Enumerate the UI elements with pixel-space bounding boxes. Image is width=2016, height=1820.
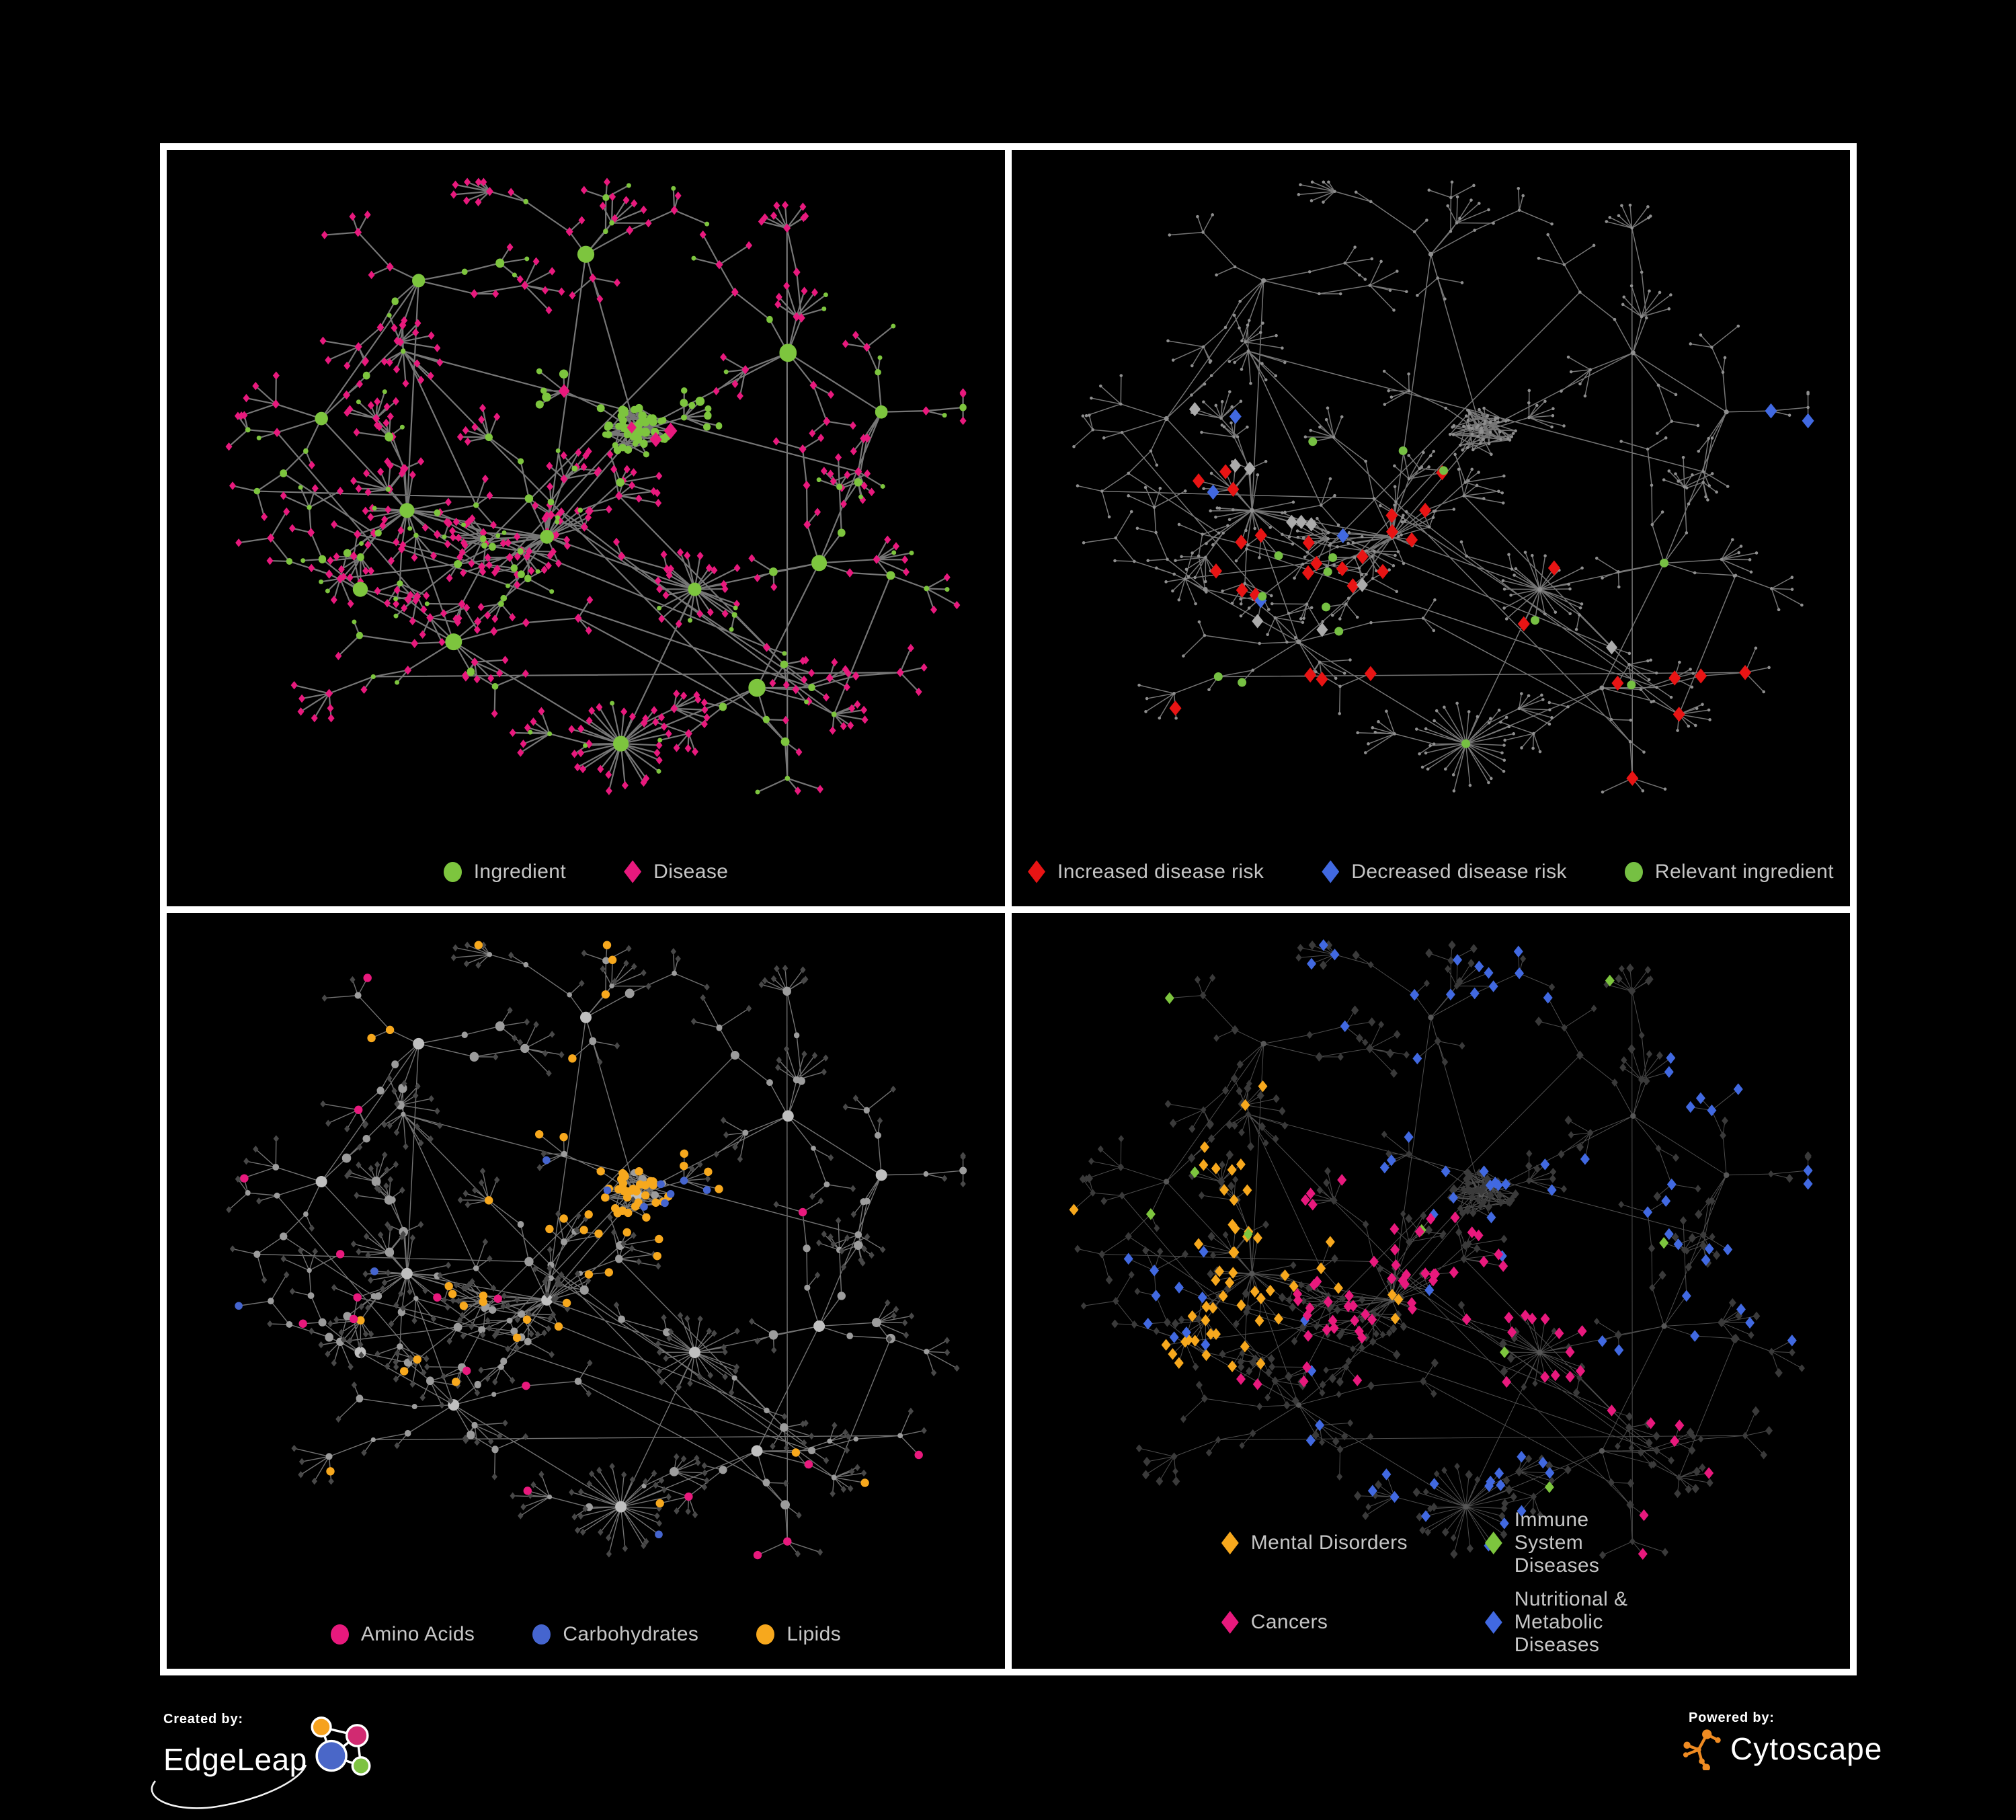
legend-label: Amino Acids (360, 1623, 475, 1645)
nutrient-class-network-svg (226, 941, 967, 1559)
powered-by-label: Powered by: (1689, 1710, 1775, 1725)
legend-label: Disease (653, 860, 729, 883)
panel-ingredient-disease: Ingredient Disease (167, 150, 1005, 906)
circle-marker-icon (532, 1624, 551, 1645)
edgeleap-node-blue (315, 1739, 348, 1772)
network-edges (1074, 944, 1809, 1556)
legend-item-decreased-disease-risk: Decreased disease risk (1322, 860, 1567, 883)
network-nodes (245, 183, 967, 795)
cytoscape-wordmark: Cytoscape (1730, 1731, 1883, 1766)
legend-label: Lipids (787, 1623, 842, 1645)
network-edges (1074, 182, 1809, 793)
created-by-label: Created by: (163, 1712, 243, 1727)
diamond-marker-icon (1484, 1532, 1502, 1554)
legend-item-mental-disorders: Mental Disorders (1221, 1532, 1485, 1554)
network-nodes (245, 951, 967, 1511)
legend-item-relevant-ingredient: Relevant ingredient (1624, 860, 1834, 883)
network-nodes (1074, 940, 1812, 1559)
diamond-marker-icon (1221, 1611, 1239, 1634)
legend-label: Ingredient (473, 860, 567, 883)
panel-disease-risk: Increased disease risk Decreased disease … (1012, 150, 1850, 906)
legend-label: Cancers (1250, 1611, 1328, 1633)
legend-item-nutritional-metabolic-diseases: Nutritional & Metabolic Diseases (1484, 1588, 1641, 1657)
edgeleap-brand-row: EdgeLeap (151, 1716, 405, 1809)
legend-label: Increased disease risk (1057, 860, 1264, 883)
edgeleap-logo (311, 1716, 371, 1776)
network-nodes (1236, 1173, 1714, 1560)
legend-label: Nutritional & Metabolic Diseases (1514, 1588, 1628, 1656)
legend-item-immune-system-diseases: Immune System Diseases (1484, 1509, 1641, 1577)
network-edges (228, 181, 964, 793)
edgeleap-node-magenta (345, 1724, 369, 1747)
diamond-marker-icon (624, 860, 642, 883)
legend-item-ingredient: Ingredient (443, 860, 567, 883)
circle-marker-icon (330, 1624, 349, 1645)
network-nodes (1072, 180, 1810, 794)
cytoscape-brand-row: Cytoscape (1682, 1727, 1964, 1770)
legend-label: Immune System Diseases (1514, 1509, 1600, 1577)
legend-item-carbohydrates: Carbohydrates (532, 1623, 698, 1646)
legend-label: Mental Disorders (1250, 1532, 1408, 1554)
network-nodes (1123, 939, 1813, 1552)
legend-nutrient-class: Amino Acids Carbohydrates Lipids (167, 1623, 1005, 1646)
edgeleap-node-green (351, 1756, 371, 1776)
disease-risk-network-svg (1072, 180, 1814, 794)
circle-marker-icon (1624, 861, 1643, 882)
diamond-marker-icon (1221, 1532, 1239, 1554)
cytoscape-logo-icon (1683, 1729, 1721, 1770)
circle-marker-icon (756, 1624, 775, 1645)
legend-item-cancers: Cancers (1221, 1611, 1485, 1634)
legend-item-lipids: Lipids (756, 1623, 841, 1646)
edgeleap-credit: Created by: EdgeLeap (151, 1712, 405, 1813)
legend-disease-category: Mental Disorders Immune System Diseases Ca… (1221, 1509, 1641, 1657)
legend-label: Carbohydrates (563, 1623, 699, 1645)
legend-item-disease: Disease (624, 860, 729, 883)
diamond-marker-icon (1484, 1611, 1502, 1634)
diamond-marker-icon (1028, 860, 1045, 883)
network-edges (229, 944, 964, 1556)
edgeleap-wordmark: EdgeLeap (163, 1742, 307, 1777)
panel-nutrient-class: Amino Acids Carbohydrates Lipids (167, 912, 1005, 1669)
disease-category-network-svg (1069, 939, 1813, 1560)
panel-grid: Ingredient Disease Increased disease risk… (160, 143, 1857, 1675)
legend-label: Relevant ingredient (1654, 860, 1834, 883)
network-nodes (1145, 974, 1669, 1493)
cytoscape-logo-nodes (1683, 1729, 1721, 1770)
network-nodes (1213, 437, 1669, 748)
legend-ingredient-disease: Ingredient Disease (167, 860, 1005, 883)
network-nodes (1069, 1080, 1404, 1372)
cytoscape-credit: Powered by: (1682, 1710, 1964, 1805)
legend-disease-risk: Increased disease risk Decreased disease … (1012, 860, 1850, 883)
edgeleap-swoosh (151, 1764, 307, 1809)
legend-item-increased-disease-risk: Increased disease risk (1028, 860, 1264, 883)
circle-marker-icon (443, 861, 462, 882)
edgeleap-node-orange (311, 1716, 332, 1738)
legend-label: Decreased disease risk (1351, 860, 1567, 883)
ingredient-disease-network-svg (225, 177, 967, 795)
panel-disease-category: Mental Disorders Immune System Diseases Ca… (1012, 912, 1850, 1669)
legend-item-amino-acids: Amino Acids (330, 1623, 475, 1646)
diamond-marker-icon (1322, 860, 1340, 883)
